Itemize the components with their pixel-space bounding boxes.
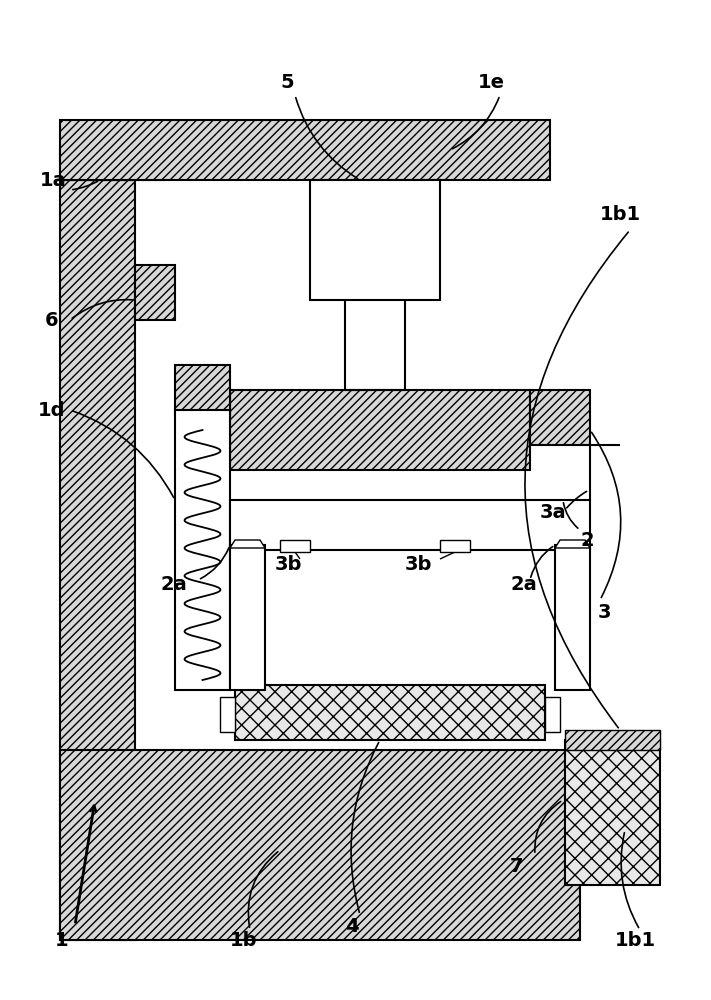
Text: 2a: 2a bbox=[160, 576, 187, 594]
Bar bbox=[60, 150, 165, 180]
Bar bbox=[60, 120, 550, 180]
Text: 1b: 1b bbox=[230, 930, 257, 950]
Text: 7: 7 bbox=[510, 857, 523, 876]
Text: 3: 3 bbox=[598, 602, 611, 621]
Polygon shape bbox=[230, 540, 265, 548]
Bar bbox=[280, 540, 310, 552]
Text: 3a: 3a bbox=[540, 502, 567, 522]
Bar bbox=[175, 410, 230, 690]
Text: 6: 6 bbox=[45, 310, 58, 330]
Text: 1b1: 1b1 bbox=[615, 930, 656, 950]
Bar bbox=[175, 365, 230, 415]
Bar bbox=[60, 180, 135, 940]
Text: 1e: 1e bbox=[478, 73, 505, 92]
Text: 4: 4 bbox=[345, 918, 358, 936]
Polygon shape bbox=[555, 540, 590, 548]
Bar bbox=[310, 180, 440, 300]
Bar bbox=[545, 697, 560, 732]
Text: 2: 2 bbox=[580, 530, 594, 550]
Bar bbox=[555, 545, 590, 690]
Bar bbox=[530, 390, 590, 445]
Text: 1a: 1a bbox=[40, 170, 67, 190]
Text: 1b1: 1b1 bbox=[600, 206, 641, 225]
Text: 1d: 1d bbox=[38, 400, 65, 420]
Bar bbox=[230, 545, 265, 690]
Text: 3b: 3b bbox=[275, 556, 302, 574]
Bar bbox=[565, 730, 660, 750]
Bar bbox=[565, 740, 660, 885]
Bar bbox=[440, 540, 470, 552]
Bar bbox=[235, 685, 545, 740]
Text: 1: 1 bbox=[55, 930, 69, 950]
Bar bbox=[220, 697, 235, 732]
Text: 5: 5 bbox=[280, 74, 294, 93]
Bar bbox=[60, 750, 580, 940]
Bar bbox=[230, 500, 590, 550]
Bar bbox=[135, 265, 175, 320]
Text: 3b: 3b bbox=[405, 556, 432, 574]
Bar bbox=[230, 390, 530, 470]
Text: 2a: 2a bbox=[510, 576, 537, 594]
